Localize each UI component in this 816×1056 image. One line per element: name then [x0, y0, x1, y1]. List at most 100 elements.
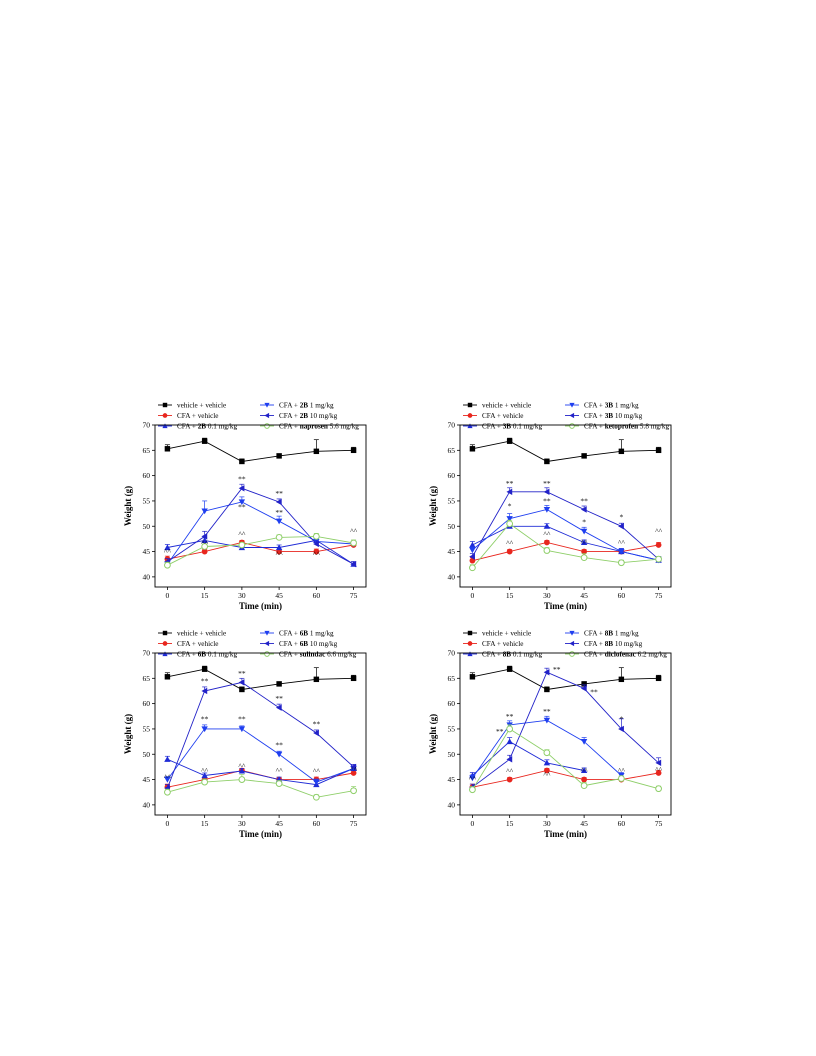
plot-frame [154, 424, 367, 588]
y-tick-label: 65 [448, 446, 456, 455]
annotation: ^^ [618, 766, 626, 775]
y-tick-label: 50 [448, 750, 456, 759]
annotation: ** [543, 479, 551, 488]
y-tick-label: 40 [448, 572, 456, 581]
annotation: ^^ [164, 547, 172, 556]
legend-label: CFA + vehicle [482, 412, 523, 420]
annotation: ^^ [238, 761, 246, 770]
annotation: ** [275, 489, 283, 498]
data-point [469, 446, 476, 452]
panel-2b: vehicle + vehicle CFA + vehicle CFA + 2B 0… [123, 402, 367, 611]
data-point [313, 540, 319, 548]
data-point [350, 770, 357, 776]
y-axis: 40 45 50 55 60 65 70 [143, 421, 155, 581]
panel-3b: vehicle + vehicle CFA + vehicle CFA + 3B 0… [428, 402, 672, 611]
x-axis-title: Time (min) [239, 829, 282, 839]
y-axis-title: Weight (g) [123, 486, 133, 526]
data-point [313, 548, 320, 555]
data-point [506, 725, 514, 733]
plot-frame [459, 424, 672, 588]
annotation: * [619, 714, 623, 723]
series-line [167, 487, 354, 565]
x-tick-label: 15 [201, 819, 209, 828]
data-point [164, 446, 171, 452]
y-tick-label: 60 [448, 699, 456, 708]
data-point [543, 506, 551, 513]
y-axis: 40 45 50 55 60 65 70 [448, 649, 460, 809]
series-line [167, 440, 354, 462]
annotation: ** [275, 508, 283, 517]
data-point [164, 544, 171, 551]
x-axis: 0 15 30 45 60 75 [471, 587, 663, 600]
annotation: ^^ [581, 538, 589, 547]
data-point [313, 448, 320, 455]
x-tick-label: 30 [543, 819, 551, 828]
annotations: ** ** ** ** ** ** ** ^^ ^^ ^^ ^^ ^^ ^^ [164, 669, 358, 782]
data-point [618, 676, 625, 683]
annotation: ** [201, 676, 209, 685]
x-tick-label: 60 [313, 819, 321, 828]
data-point [655, 770, 662, 776]
legend-label: CFA + 2B 0.1 mg/kg [177, 423, 237, 431]
data-point [580, 506, 587, 513]
y-tick-label: 45 [448, 775, 456, 784]
data-point [469, 547, 476, 554]
y-tick-label: 55 [448, 496, 456, 505]
data-point [469, 564, 476, 572]
series-0 [469, 665, 662, 693]
annotation: ^^ [201, 766, 209, 775]
y-axis-title: Weight (g) [123, 714, 133, 754]
data-point [201, 726, 208, 733]
annotation: ^^ [543, 770, 551, 779]
legend-label: CFA + sulindac 6.6 mg/kg [279, 651, 357, 659]
series-4 [469, 667, 662, 791]
data-point [655, 759, 662, 767]
series-1 [469, 539, 662, 564]
annotation: ^^ [543, 529, 551, 538]
series-line [472, 668, 659, 690]
legend-label: CFA + 8B 10 mg/kg [584, 640, 643, 648]
legend-marker [264, 630, 270, 636]
legend-marker [264, 402, 270, 408]
legend-marker [162, 630, 168, 636]
legend-label: CFA + 2B 10 mg/kg [279, 412, 338, 420]
legend-marker [162, 413, 168, 418]
data-point [581, 548, 587, 555]
y-tick-label: 40 [143, 572, 151, 581]
data-point [581, 681, 587, 687]
data-point [275, 534, 283, 541]
data-point [350, 763, 357, 771]
legend-marker [264, 412, 270, 419]
x-tick-label: 75 [655, 591, 663, 600]
data-point [543, 488, 550, 496]
series-0 [164, 665, 357, 693]
annotation: ** [238, 669, 246, 678]
data-point [469, 541, 476, 548]
series-line [472, 728, 659, 790]
data-point [201, 508, 208, 515]
legend-marker [264, 423, 270, 429]
data-point [275, 544, 283, 551]
annotation: ^^ [469, 774, 477, 783]
data-point [312, 532, 320, 540]
data-point [275, 780, 283, 787]
series-line [472, 525, 659, 561]
panel-8b: vehicle + vehicle CFA + vehicle CFA + 8B 0… [428, 630, 672, 839]
data-point [506, 516, 513, 522]
annotation: ^^ [581, 766, 589, 775]
y-tick-label: 70 [448, 649, 456, 658]
annotations: ** ** ** ** ^^ ^^ ^^ ^^ ^^ ^^ [164, 475, 358, 559]
x-tick-label: 45 [275, 819, 283, 828]
data-point [543, 547, 551, 554]
annotation: ^^ [506, 766, 514, 775]
series-4 [469, 487, 662, 563]
series-1 [469, 767, 662, 791]
data-point [201, 778, 209, 786]
legend-marker [569, 412, 575, 419]
x-axis-title: Time (min) [239, 601, 282, 611]
series-line [167, 542, 354, 560]
data-point [201, 543, 209, 550]
annotation: ^^ [276, 766, 284, 775]
data-point [275, 751, 283, 758]
data-point [238, 499, 246, 506]
